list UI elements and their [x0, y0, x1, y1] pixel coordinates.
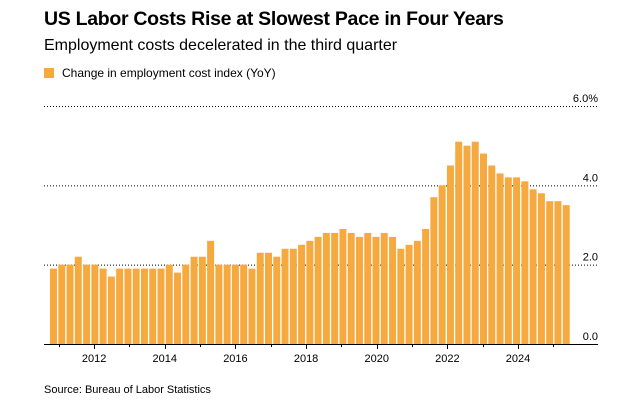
x-tick-label: 2018 [294, 353, 318, 365]
bar [496, 173, 504, 344]
axis-layer: 0.0 2.0 4.0 6.0% 2012 2014 2016 2018 2020 2022 202… [44, 93, 598, 365]
bar [306, 240, 314, 344]
bar [58, 264, 66, 344]
bar [347, 232, 355, 344]
bar [240, 264, 248, 344]
bar [504, 177, 512, 344]
bar [157, 268, 165, 344]
x-tick-label: 2020 [364, 353, 388, 365]
x-tick-label: 2012 [82, 353, 106, 365]
bar [405, 244, 413, 344]
legend-swatch [44, 68, 54, 78]
x-tick-label: 2014 [153, 353, 177, 365]
bar [372, 236, 380, 344]
bar [124, 268, 132, 344]
bar [339, 228, 347, 344]
bar [537, 193, 545, 344]
bar [380, 232, 388, 344]
y-tick-label: 6.0% [573, 93, 598, 105]
bar [355, 236, 363, 344]
bar [389, 236, 397, 344]
source-note: Source: Bureau of Labor Statistics [44, 384, 211, 396]
bar [231, 264, 239, 344]
bar [480, 153, 487, 344]
x-tick-label: 2016 [223, 353, 247, 365]
bars-layer [50, 141, 570, 344]
bar [50, 268, 57, 344]
x-tick-label: 2024 [506, 353, 530, 365]
bar [149, 268, 157, 344]
bar [273, 256, 281, 344]
bar [207, 240, 215, 344]
chart-legend: Change in employment cost index (YoY) [44, 66, 276, 80]
bar [430, 197, 438, 344]
chart-subtitle: Employment costs decelerated in the thir… [44, 37, 398, 54]
bar [463, 145, 471, 344]
chart-title: US Labor Costs Rise at Slowest Pace in F… [44, 8, 504, 30]
bar [190, 256, 198, 344]
bar [289, 248, 297, 344]
bar [140, 268, 148, 344]
bar [546, 201, 554, 344]
bar [471, 141, 479, 344]
bar [91, 264, 99, 344]
bar [116, 268, 124, 344]
bar [521, 181, 529, 344]
bar [422, 228, 430, 344]
bar [488, 165, 496, 344]
bar [99, 268, 107, 344]
bar [281, 248, 289, 344]
bar [265, 252, 272, 344]
bar [248, 268, 256, 344]
bar [562, 205, 570, 344]
bar [331, 232, 339, 344]
bar [215, 264, 223, 344]
legend-label: Change in employment cost index (YoY) [62, 66, 276, 80]
bar [132, 268, 140, 344]
bar [314, 236, 322, 344]
bar [413, 240, 421, 344]
bar [322, 232, 330, 344]
y-tick-label: 2.0 [583, 252, 598, 264]
bar [364, 232, 372, 344]
y-tick-label: 0.0 [583, 331, 598, 343]
x-tick-label: 2022 [435, 353, 459, 365]
bar [174, 272, 182, 344]
bar [256, 252, 264, 344]
y-tick-label: 4.0 [583, 172, 598, 184]
bar [223, 264, 231, 344]
bar [182, 264, 190, 344]
bar [529, 189, 537, 344]
bar [513, 177, 521, 344]
bar [83, 264, 91, 344]
bar [397, 248, 405, 344]
bar [554, 201, 562, 344]
bar [298, 244, 306, 344]
bar [74, 256, 82, 344]
bar [66, 264, 74, 344]
bar [455, 141, 463, 344]
bar [438, 185, 446, 344]
bar [107, 276, 115, 344]
bar [446, 165, 454, 344]
bar [198, 256, 206, 344]
bar [165, 264, 173, 344]
